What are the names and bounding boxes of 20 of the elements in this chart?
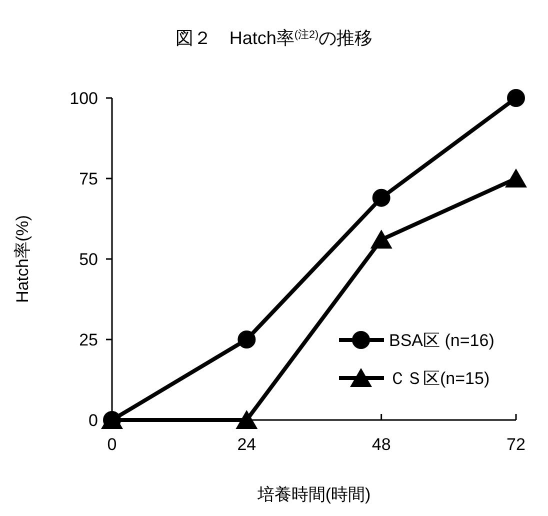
y-tick-label: 100 <box>70 89 98 108</box>
legend-label: BSA区 (n=16) <box>389 331 494 350</box>
x-tick-label: 24 <box>237 435 256 454</box>
y-tick-label: 75 <box>79 170 98 188</box>
point <box>507 89 525 107</box>
x-tick-label: 72 <box>506 435 526 454</box>
legend-label: ＣＳ区(n=15) <box>389 369 490 388</box>
chart-title: 図２ Hatch率$^{(注2)}$の推移 <box>175 28 373 48</box>
point <box>505 168 527 188</box>
point <box>372 188 390 207</box>
x-axis-title: 培養時間(時間) <box>256 485 371 504</box>
x-tick-label: 48 <box>372 435 391 454</box>
y-tick-label: 0 <box>88 411 98 430</box>
point <box>236 410 258 429</box>
point <box>370 230 392 249</box>
y-axis-title: Hatch率(%) <box>13 215 32 303</box>
y-tick-label: 25 <box>79 330 98 350</box>
y-tick-label: 50 <box>79 250 98 269</box>
x-tick-label: 0 <box>107 435 117 454</box>
point <box>238 330 256 348</box>
